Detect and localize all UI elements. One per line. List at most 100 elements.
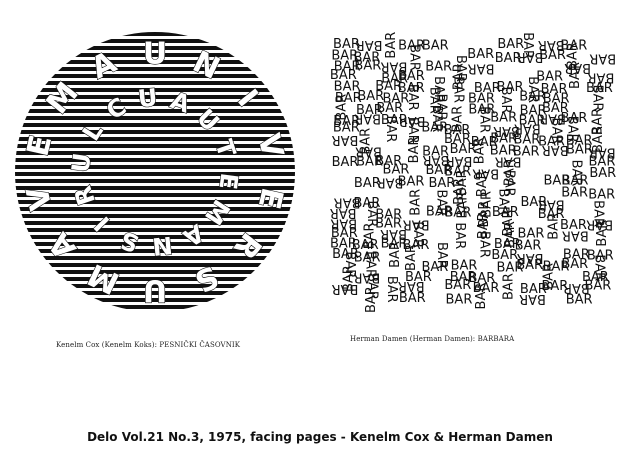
bar-word: BAR bbox=[381, 71, 408, 86]
bar-word: BAR bbox=[518, 227, 545, 242]
bar-word: BAR bbox=[425, 59, 452, 74]
bar-word: BAR bbox=[433, 189, 448, 216]
bar-word: BAR bbox=[376, 101, 403, 116]
bar-word: BAR bbox=[468, 92, 495, 107]
bar-word: BAR bbox=[476, 231, 491, 258]
ring-stripe bbox=[15, 214, 295, 218]
ring-stripe bbox=[15, 249, 295, 253]
bar-word: BAR bbox=[405, 270, 432, 285]
bar-word: BAR bbox=[525, 76, 540, 103]
ring-stripe bbox=[15, 137, 295, 141]
ring-stripe bbox=[15, 284, 295, 288]
bar-word: BAR bbox=[471, 135, 498, 150]
inner-ring-letter: U bbox=[66, 151, 96, 174]
bar-word: BAR bbox=[342, 251, 357, 278]
bar-word: BAR bbox=[359, 128, 374, 155]
bar-word: BAR bbox=[405, 117, 420, 144]
bar-word: BAR bbox=[520, 103, 547, 118]
bar-word: BAR bbox=[468, 271, 495, 286]
ring-stripe bbox=[15, 53, 295, 57]
bar-word: BAR bbox=[444, 278, 471, 293]
bar-word: BAR bbox=[584, 278, 611, 293]
ring-stripe bbox=[15, 32, 295, 36]
bar-word: BAR bbox=[341, 265, 356, 292]
right-page: BAR BAR BAR BAR BAR BAR BAR BAR BAR BAR BAR BAR BAR B… bbox=[320, 0, 640, 380]
bar-word: BAR bbox=[352, 238, 379, 253]
bar-word: BAR bbox=[563, 247, 590, 262]
bar-word: BAR bbox=[519, 114, 546, 129]
bar-word: BAR bbox=[542, 142, 569, 157]
bar-word: BAR bbox=[434, 242, 449, 269]
bar-word: BAR bbox=[591, 254, 606, 281]
bar-word: BAR bbox=[491, 248, 518, 263]
ring-stripe bbox=[15, 277, 295, 281]
bar-word: BAR bbox=[544, 173, 571, 188]
bar-word: BAR bbox=[566, 142, 593, 157]
bar-word: BAR bbox=[586, 81, 613, 96]
ring-stripe bbox=[15, 179, 295, 183]
bar-word: BAR bbox=[477, 201, 492, 228]
ring-stripe bbox=[15, 81, 295, 85]
bar-word: BAR bbox=[381, 236, 408, 251]
bar-word: BAR bbox=[513, 132, 540, 147]
bar-word: BAR bbox=[561, 257, 588, 272]
ring-stripe bbox=[15, 158, 295, 162]
bar-word: BAR bbox=[566, 134, 593, 149]
bar-word: BAR bbox=[589, 51, 616, 66]
bar-word: BAR bbox=[541, 82, 568, 97]
ring-stripe bbox=[15, 242, 295, 246]
bar-word: BAR bbox=[332, 132, 359, 147]
bar-word: BAR bbox=[331, 48, 358, 63]
bar-word: BAR bbox=[332, 155, 359, 170]
bar-word: BAR bbox=[456, 192, 471, 219]
bar-word: BAR bbox=[431, 76, 446, 103]
ring-stripe bbox=[15, 39, 295, 43]
ring-stripe bbox=[15, 102, 295, 106]
bar-word: BAR bbox=[446, 153, 473, 168]
bar-word: BAR bbox=[380, 226, 407, 241]
bar-word: BAR bbox=[586, 216, 613, 231]
bar-word: BAR bbox=[451, 259, 478, 274]
bar-word: BAR bbox=[538, 197, 565, 212]
bar-word: BAR bbox=[382, 92, 409, 107]
bar-word: BAR bbox=[589, 144, 616, 159]
bar-word: BAR bbox=[388, 241, 403, 268]
ring-stripe bbox=[15, 291, 295, 295]
bar-word: BAR bbox=[364, 286, 379, 313]
bar-word: BAR bbox=[445, 206, 472, 221]
bar-word: BAR bbox=[444, 164, 471, 179]
bar-word: BAR bbox=[513, 145, 540, 160]
right-artwork-caption: Herman Damen (Herman Damen): BARBARA bbox=[350, 335, 515, 343]
bar-word: BAR bbox=[399, 113, 426, 128]
bar-word: BAR bbox=[590, 200, 605, 227]
bar-word: BAR bbox=[514, 121, 541, 136]
bar-word: BAR bbox=[590, 85, 605, 112]
bar-word: BAR bbox=[421, 121, 448, 136]
bar-word: BAR bbox=[501, 209, 516, 236]
bar-word: BAR bbox=[538, 37, 565, 52]
bar-word: BAR bbox=[503, 221, 518, 248]
bar-word: BAR bbox=[569, 160, 584, 187]
bar-word: BAR bbox=[474, 81, 501, 96]
bar-word: BAR bbox=[587, 249, 614, 264]
ring-stripe bbox=[15, 165, 295, 169]
bar-word: BAR bbox=[497, 80, 524, 95]
bar-word: BAR bbox=[582, 270, 609, 285]
bar-word: BAR bbox=[538, 134, 565, 149]
bar-word: BAR bbox=[561, 186, 588, 201]
bar-word: BAR bbox=[590, 108, 605, 135]
bar-word: BAR bbox=[356, 154, 383, 169]
bar-word: BAR bbox=[362, 251, 377, 278]
bar-word: BAR bbox=[501, 170, 516, 197]
bar-word: BAR bbox=[520, 32, 535, 59]
bar-word: BAR bbox=[498, 87, 513, 114]
bar-word: BAR bbox=[560, 218, 587, 233]
bar-word: BAR bbox=[477, 106, 492, 133]
bar-word: BAR bbox=[446, 292, 473, 307]
bar-word: BAR bbox=[543, 259, 570, 274]
bar-word: BAR bbox=[334, 80, 361, 95]
bar-word: BAR bbox=[398, 278, 425, 293]
bar-word: BAR bbox=[562, 174, 589, 189]
ring-stripe bbox=[15, 270, 295, 274]
